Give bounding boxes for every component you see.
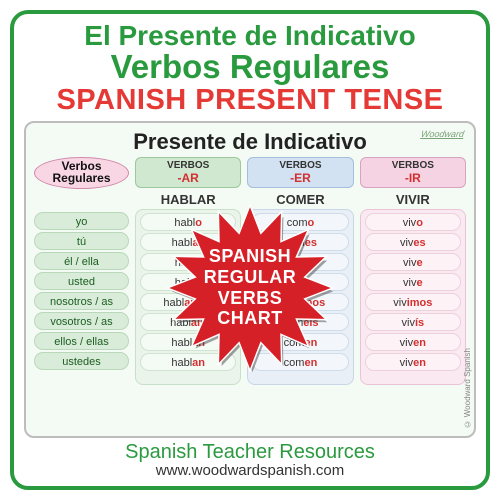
chart-header-row: Verbos Regulares VERBOS -AR VERBOS -ER V… bbox=[34, 157, 466, 189]
infinitive-row: HABLAR COMER VIVIR bbox=[34, 192, 466, 207]
ar-form-4: hablamos bbox=[140, 293, 236, 311]
ar-form-0: hablo bbox=[140, 213, 236, 231]
pronoun-1: tú bbox=[34, 232, 129, 250]
ir-form-4: vivimos bbox=[365, 293, 461, 311]
infinitive-ir: VIVIR bbox=[360, 192, 466, 207]
conjugation-columns: yo tú él / ella usted nosotros / as vosotros … bbox=[34, 209, 466, 385]
er-form-4: comemos bbox=[252, 293, 348, 311]
infinitive-ar: HABLAR bbox=[135, 192, 241, 207]
header-line-1: El Presente de Indicativo bbox=[24, 22, 476, 50]
verbos-label-l2: Regulares bbox=[52, 171, 110, 185]
ar-column: hablo hablas habla habla hablamos habláis habl… bbox=[135, 209, 241, 385]
er-column: como comes come come comemos coméis comen comen bbox=[247, 209, 353, 385]
header-line-3: SPANISH PRESENT TENSE bbox=[24, 85, 476, 117]
ir-form-6: viven bbox=[365, 333, 461, 351]
ar-form-1: hablas bbox=[140, 233, 236, 251]
ar-form-3: habla bbox=[140, 273, 236, 291]
er-form-1: comes bbox=[252, 233, 348, 251]
ir-form-3: vive bbox=[365, 273, 461, 291]
verb-head-ar: VERBOS -AR bbox=[135, 157, 241, 188]
er-form-2: come bbox=[252, 253, 348, 271]
infinitive-er: COMER bbox=[247, 192, 353, 207]
chart-title: Presente de Indicativo bbox=[34, 129, 466, 155]
verb-head-er-suffix: -ER bbox=[290, 171, 311, 185]
er-form-5: coméis bbox=[252, 313, 348, 331]
pronoun-column: yo tú él / ella usted nosotros / as vosotros … bbox=[34, 209, 129, 385]
er-form-3: come bbox=[252, 273, 348, 291]
watermark-logo: Woodward bbox=[420, 129, 465, 139]
pronoun-7: ustedes bbox=[34, 352, 129, 370]
verb-head-ir: VERBOS -IR bbox=[360, 157, 466, 188]
ir-form-0: vivo bbox=[365, 213, 461, 231]
ir-form-7: viven bbox=[365, 353, 461, 371]
conjugation-chart: Woodward Presente de Indicativo Verbos R… bbox=[24, 121, 476, 438]
pronoun-3: usted bbox=[34, 272, 129, 290]
verb-head-ir-suffix: -IR bbox=[405, 171, 421, 185]
footer-line-2: www.woodwardspanish.com bbox=[24, 462, 476, 480]
verb-head-er: VERBOS -ER bbox=[247, 157, 353, 188]
side-credit: © Woodward Spanish bbox=[463, 348, 472, 428]
pronoun-4: nosotros / as bbox=[34, 292, 129, 310]
pronoun-6: ellos / ellas bbox=[34, 332, 129, 350]
card: El Presente de Indicativo Verbos Regular… bbox=[10, 10, 490, 490]
ir-form-1: vives bbox=[365, 233, 461, 251]
footer-line-1: Spanish Teacher Resources bbox=[24, 442, 476, 462]
ar-form-6: hablan bbox=[140, 333, 236, 351]
pronoun-5: vosotros / as bbox=[34, 312, 129, 330]
ar-form-7: hablan bbox=[140, 353, 236, 371]
er-form-6: comen bbox=[252, 333, 348, 351]
ir-form-5: vivís bbox=[365, 313, 461, 331]
ir-form-2: vive bbox=[365, 253, 461, 271]
ir-column: vivo vives vive vive vivimos vivís viven viven bbox=[360, 209, 466, 385]
verb-head-ar-suffix: -AR bbox=[178, 171, 199, 185]
header-line-2: Verbos Regulares bbox=[24, 50, 476, 85]
ar-form-2: habla bbox=[140, 253, 236, 271]
pronoun-2: él / ella bbox=[34, 252, 129, 270]
verbos-regulares-label: Verbos Regulares bbox=[34, 157, 129, 189]
er-form-7: comen bbox=[252, 353, 348, 371]
pronoun-0: yo bbox=[34, 212, 129, 230]
ar-form-5: habláis bbox=[140, 313, 236, 331]
er-form-0: como bbox=[252, 213, 348, 231]
